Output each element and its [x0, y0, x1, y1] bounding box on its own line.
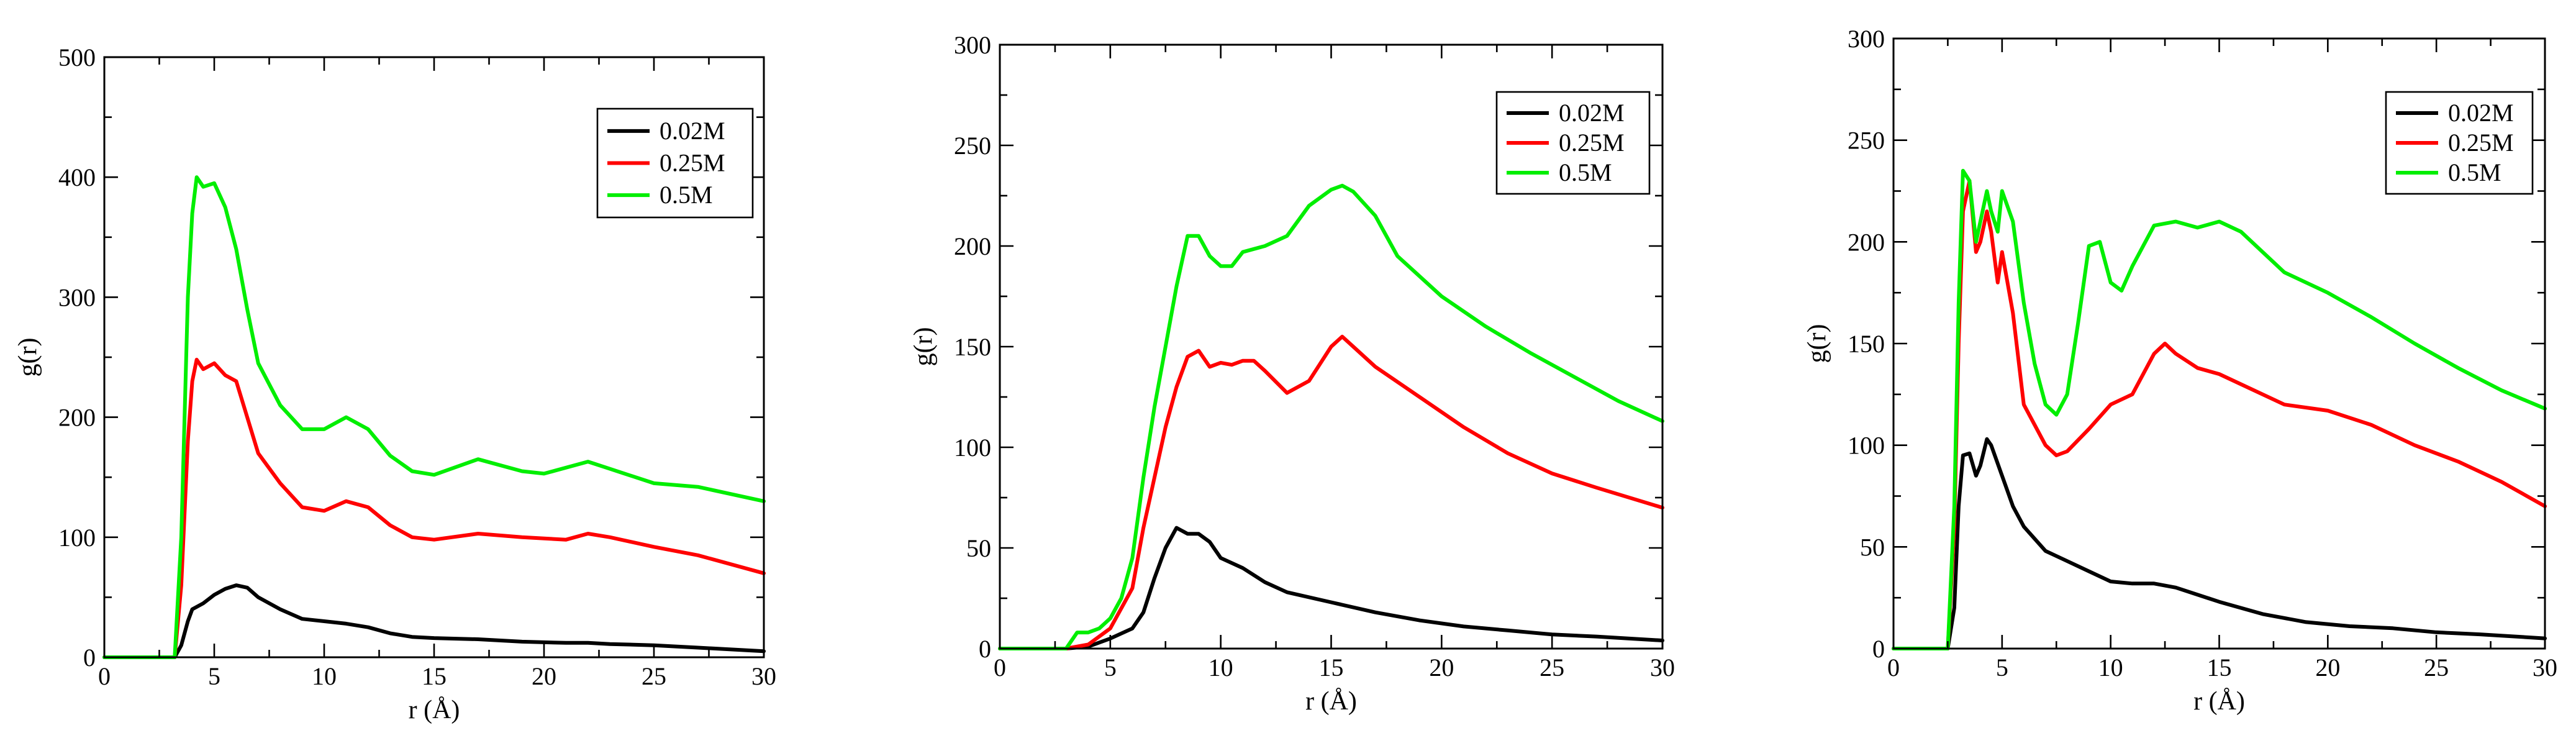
- x-tick-label: 5: [208, 662, 220, 690]
- x-tick-label: 25: [1540, 654, 1564, 681]
- y-tick-label: 400: [58, 163, 96, 191]
- x-tick-label: 30: [751, 662, 776, 690]
- legend-label: 0.25M: [660, 149, 725, 177]
- y-tick-label: 0: [979, 635, 991, 663]
- legend-label: 0.5M: [2448, 158, 2501, 186]
- y-tick-label: 150: [954, 333, 991, 361]
- legend-label: 0.5M: [660, 181, 713, 209]
- x-tick-label: 25: [642, 662, 666, 690]
- series-line-0-02m: [102, 583, 766, 659]
- x-tick-label: 20: [2315, 654, 2340, 681]
- legend-label: 0.02M: [660, 117, 725, 145]
- y-tick-label: 0: [83, 644, 96, 672]
- legend: 0.02M 0.25M 0.5M: [596, 107, 754, 219]
- x-tick-label: 0: [994, 654, 1006, 681]
- y-tick-label: 100: [58, 524, 96, 552]
- series-line-0-5m: [102, 175, 766, 659]
- x-tick-label: 15: [422, 662, 447, 690]
- y-tick-label: 200: [58, 404, 96, 432]
- x-axis-title: r (Å): [409, 696, 460, 724]
- series-line-0-25m: [998, 334, 1664, 650]
- x-tick-label: 20: [1429, 654, 1454, 681]
- x-tick-label: 5: [1104, 654, 1117, 681]
- series-line-0-5m: [998, 183, 1664, 650]
- y-tick-label: 0: [1872, 635, 1885, 663]
- y-tick-label: 150: [1848, 330, 1885, 358]
- y-tick-label: 100: [954, 434, 991, 462]
- series-line-0-02m: [998, 526, 1664, 650]
- y-tick-label: 300: [58, 283, 96, 311]
- x-tick-label: 30: [1650, 654, 1675, 681]
- x-tick-label: 10: [312, 662, 337, 690]
- series-line-0-5m: [1892, 168, 2547, 650]
- y-axis-title: g(r): [1803, 324, 1831, 363]
- y-tick-label: 250: [954, 132, 991, 160]
- x-tick-label: 30: [2533, 654, 2557, 681]
- y-tick-label: 200: [954, 232, 991, 260]
- legend-label: 0.25M: [1559, 129, 1625, 157]
- x-tick-label: 5: [1996, 654, 2008, 681]
- legend-label: 0.25M: [2448, 129, 2514, 157]
- y-tick-label: 50: [966, 534, 991, 562]
- x-tick-label: 15: [1319, 654, 1344, 681]
- y-tick-label: 300: [1848, 25, 1885, 53]
- x-tick-label: 10: [1209, 654, 1233, 681]
- y-tick-label: 100: [1848, 432, 1885, 460]
- x-tick-label: 20: [532, 662, 556, 690]
- x-tick-label: 10: [2098, 654, 2123, 681]
- legend-label: 0.02M: [1559, 99, 1625, 127]
- x-axis-title: r (Å): [1305, 687, 1357, 716]
- x-tick-label: 0: [1887, 654, 1900, 681]
- y-axis-title: g(r): [909, 327, 938, 367]
- legend-label: 0.5M: [1559, 158, 1612, 186]
- y-tick-label: 200: [1848, 228, 1885, 256]
- x-tick-label: 15: [2207, 654, 2232, 681]
- series-line-0-25m: [1892, 179, 2547, 650]
- series-line-0-02m: [1892, 437, 2547, 650]
- y-tick-label: 500: [58, 43, 96, 71]
- x-tick-label: 0: [98, 662, 111, 690]
- y-tick-label: 50: [1860, 533, 1885, 561]
- y-tick-label: 250: [1848, 127, 1885, 155]
- series-line-0-25m: [102, 357, 766, 659]
- x-tick-label: 25: [2424, 654, 2449, 681]
- y-tick-label: 300: [954, 31, 991, 59]
- legend-label: 0.02M: [2448, 99, 2514, 127]
- y-axis-title: g(r): [14, 338, 42, 377]
- x-axis-title: r (Å): [2193, 687, 2245, 716]
